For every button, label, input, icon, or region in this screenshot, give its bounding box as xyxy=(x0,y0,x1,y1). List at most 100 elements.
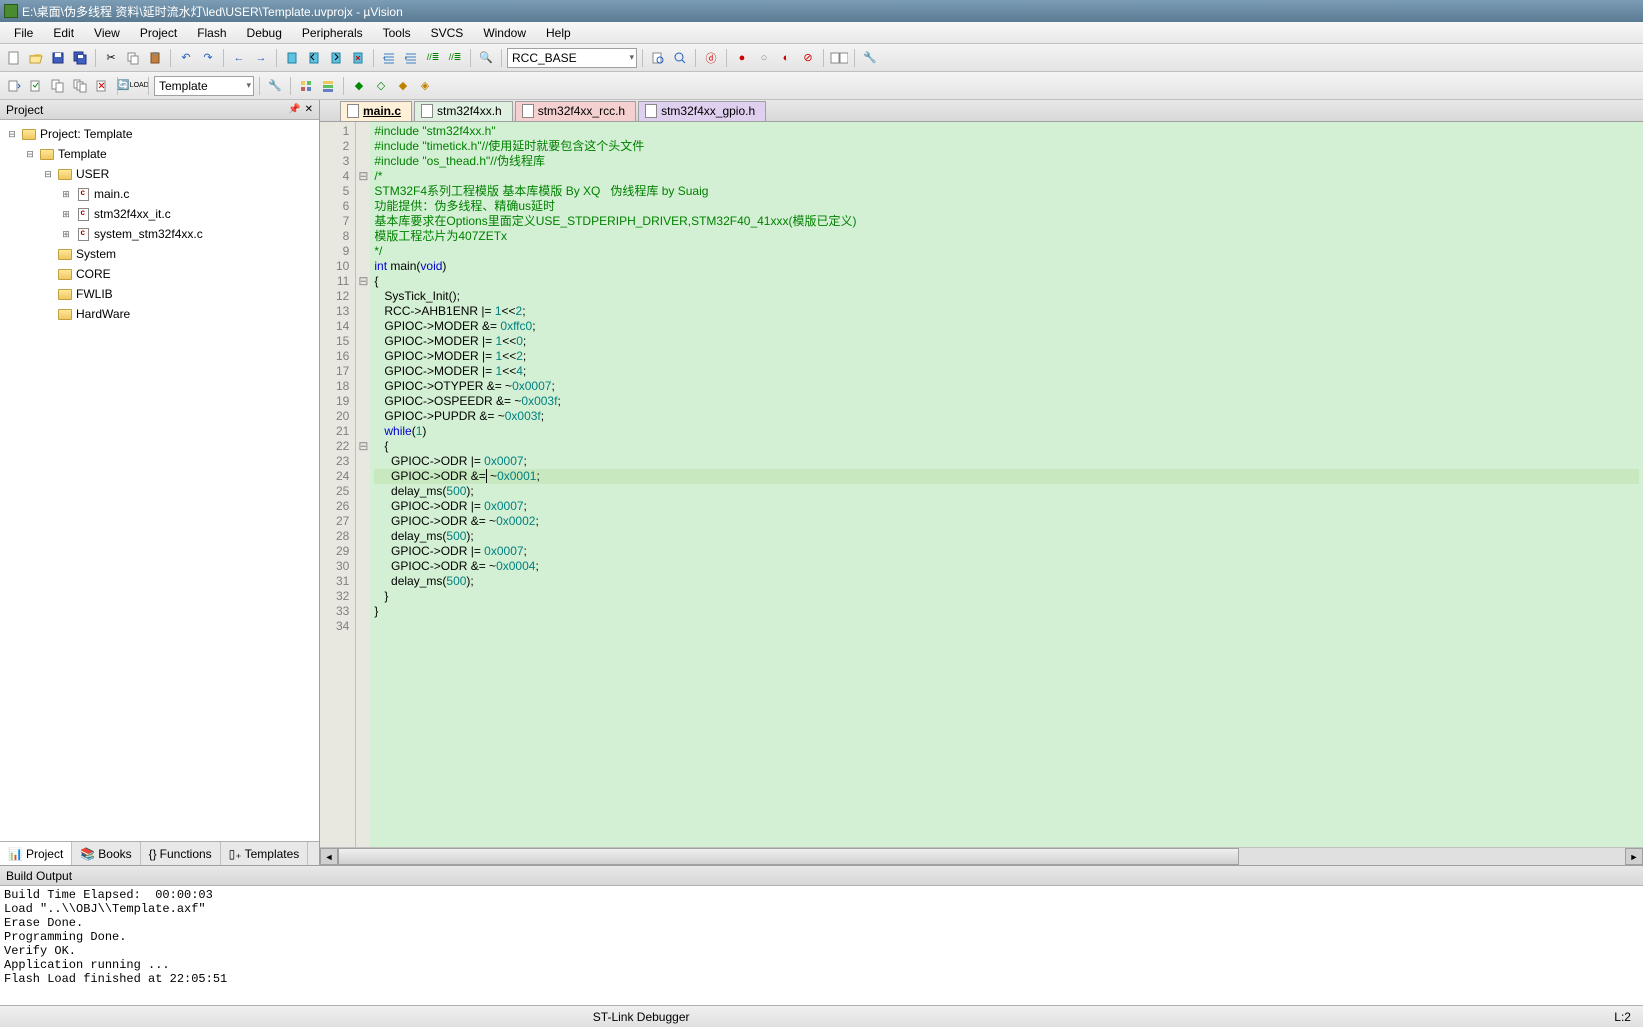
translate-icon[interactable] xyxy=(4,76,24,96)
batch-build-icon[interactable] xyxy=(70,76,90,96)
tree-file[interactable]: ⊞ main.c xyxy=(0,184,319,204)
tree-toggle-icon[interactable]: ⊟ xyxy=(24,149,36,160)
menu-view[interactable]: View xyxy=(84,24,130,42)
copy-icon[interactable] xyxy=(123,48,143,68)
tree-group-core[interactable]: CORE xyxy=(0,264,319,284)
tree-project-root[interactable]: ⊟ Project: Template xyxy=(0,124,319,144)
bookmark-clear-icon[interactable] xyxy=(348,48,368,68)
save-all-icon[interactable] xyxy=(70,48,90,68)
editor-tab[interactable]: stm32f4xx_gpio.h xyxy=(638,101,766,121)
project-tab-templates[interactable]: ▯₊Templates xyxy=(221,842,309,865)
find-icon[interactable]: 🔍 xyxy=(476,48,496,68)
fold-column[interactable]: ⊟⊟⊟ xyxy=(356,122,370,847)
build-output-text[interactable]: Build Time Elapsed: 00:00:03 Load "..\\O… xyxy=(0,886,1643,1005)
stop-build-icon[interactable] xyxy=(92,76,112,96)
project-tab-functions[interactable]: {}Functions xyxy=(141,842,221,865)
new-file-icon[interactable] xyxy=(4,48,24,68)
horizontal-scrollbar[interactable]: ◄ ► xyxy=(320,847,1643,865)
tree-toggle-icon[interactable]: ⊞ xyxy=(60,189,72,200)
menu-project[interactable]: Project xyxy=(130,24,187,42)
tree-toggle-icon[interactable]: ⊞ xyxy=(60,229,72,240)
breakpoint-insert-icon[interactable]: ● xyxy=(732,48,752,68)
books-icon[interactable]: ◆ xyxy=(393,76,413,96)
editor-tab[interactable]: stm32f4xx.h xyxy=(414,101,513,121)
project-tree[interactable]: ⊟Project: Template⊟Template⊟USER⊞main.c⊞… xyxy=(0,120,319,841)
nav-back-icon[interactable]: ← xyxy=(229,48,249,68)
tree-label: system_stm32f4xx.c xyxy=(94,227,203,241)
symbol-combo[interactable]: RCC_BASE xyxy=(507,48,637,68)
menu-help[interactable]: Help xyxy=(536,24,581,42)
save-icon[interactable] xyxy=(48,48,68,68)
menu-file[interactable]: File xyxy=(4,24,43,42)
scroll-thumb[interactable] xyxy=(338,848,1239,865)
target-combo[interactable]: Template xyxy=(154,76,254,96)
tree-group-hardware[interactable]: HardWare xyxy=(0,304,319,324)
code-editor[interactable]: 1234567891011121314151617181920212223242… xyxy=(320,122,1643,847)
indent-icon[interactable] xyxy=(379,48,399,68)
find-in-files-icon[interactable] xyxy=(648,48,668,68)
tree-file[interactable]: ⊞ system_stm32f4xx.c xyxy=(0,224,319,244)
rte-icon[interactable]: ◇ xyxy=(371,76,391,96)
tree-group-system[interactable]: System xyxy=(0,244,319,264)
menu-window[interactable]: Window xyxy=(473,24,536,42)
tree-label: Project: Template xyxy=(40,127,133,141)
project-tab-books[interactable]: 📚Books xyxy=(72,842,140,865)
incremental-find-icon[interactable] xyxy=(670,48,690,68)
help-rte-icon[interactable]: ◈ xyxy=(415,76,435,96)
tree-file[interactable]: ⊞stm32f4xx_it.c xyxy=(0,204,319,224)
manage-icon[interactable] xyxy=(296,76,316,96)
scroll-track[interactable] xyxy=(338,848,1625,865)
redo-icon[interactable]: ↷ xyxy=(198,48,218,68)
tree-label: main.c xyxy=(94,187,129,201)
folder-icon xyxy=(21,127,37,141)
tree-toggle-icon[interactable]: ⊟ xyxy=(6,129,18,140)
open-icon[interactable] xyxy=(26,48,46,68)
menu-flash[interactable]: Flash xyxy=(187,24,236,42)
debug-icon[interactable]: ⓓ xyxy=(701,48,721,68)
editor-tab[interactable]: main.c xyxy=(340,101,412,121)
manage-multi-icon[interactable] xyxy=(318,76,338,96)
rebuild-icon[interactable] xyxy=(48,76,68,96)
tab-label: Templates xyxy=(245,847,300,861)
paste-icon[interactable] xyxy=(145,48,165,68)
nav-fwd-icon[interactable]: → xyxy=(251,48,271,68)
bookmark-icon[interactable] xyxy=(282,48,302,68)
menu-edit[interactable]: Edit xyxy=(43,24,84,42)
menu-peripherals[interactable]: Peripherals xyxy=(292,24,373,42)
pin-icon[interactable]: 📌 xyxy=(288,104,300,115)
undo-icon[interactable]: ↶ xyxy=(176,48,196,68)
configure-icon[interactable]: 🔧 xyxy=(860,48,880,68)
tree-toggle-icon[interactable]: ⊟ xyxy=(42,169,54,180)
menu-debug[interactable]: Debug xyxy=(237,24,292,42)
breakpoint-disable-icon[interactable]: ◐ xyxy=(776,48,796,68)
window-icon[interactable] xyxy=(829,48,849,68)
project-tab-project[interactable]: 📊Project xyxy=(0,842,72,865)
source-code[interactable]: #include "stm32f4xx.h"#include "timetick… xyxy=(370,122,1643,847)
separator xyxy=(148,77,149,95)
status-bar: ST-Link Debugger L:2 xyxy=(0,1005,1643,1027)
download-icon[interactable]: 🔄LOAD xyxy=(123,76,143,96)
breakpoint-kill-icon[interactable]: ⊘ xyxy=(798,48,818,68)
build-output-title: Build Output xyxy=(6,869,72,883)
pack-installer-icon[interactable]: ◆ xyxy=(349,76,369,96)
cut-icon[interactable]: ✂ xyxy=(101,48,121,68)
unindent-icon[interactable] xyxy=(401,48,421,68)
options-icon[interactable]: 🔧 xyxy=(265,76,285,96)
scroll-left-icon[interactable]: ◄ xyxy=(320,848,338,865)
build-icon[interactable] xyxy=(26,76,46,96)
editor-tab[interactable]: stm32f4xx_rcc.h xyxy=(515,101,636,121)
close-pane-icon[interactable]: ✕ xyxy=(305,104,313,115)
bookmark-prev-icon[interactable] xyxy=(304,48,324,68)
scroll-right-icon[interactable]: ► xyxy=(1625,848,1643,865)
project-pane-title: Project xyxy=(6,103,43,117)
menu-svcs[interactable]: SVCS xyxy=(421,24,474,42)
tree-group-user[interactable]: ⊟USER xyxy=(0,164,319,184)
bookmark-next-icon[interactable] xyxy=(326,48,346,68)
comment-icon[interactable]: //≣ xyxy=(423,48,443,68)
menu-tools[interactable]: Tools xyxy=(373,24,421,42)
tree-target[interactable]: ⊟Template xyxy=(0,144,319,164)
breakpoint-enable-icon[interactable]: ○ xyxy=(754,48,774,68)
tree-toggle-icon[interactable]: ⊞ xyxy=(60,209,72,220)
uncomment-icon[interactable]: //≣ xyxy=(445,48,465,68)
tree-group-fwlib[interactable]: FWLIB xyxy=(0,284,319,304)
